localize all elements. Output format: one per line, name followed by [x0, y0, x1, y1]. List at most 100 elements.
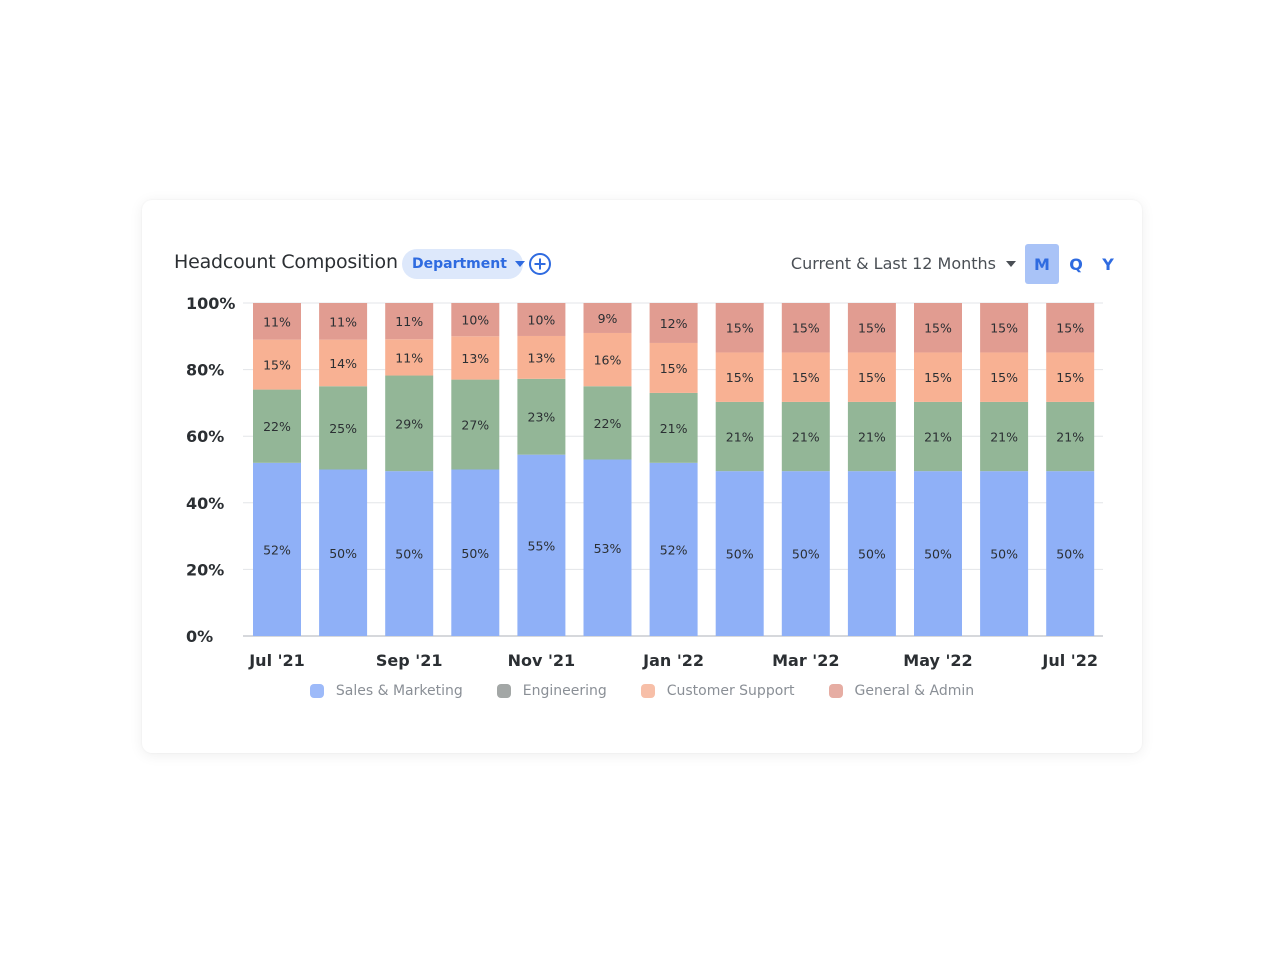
legend-label: Engineering [522, 683, 607, 699]
bar-segment [451, 336, 500, 380]
data-label: 15% [924, 370, 952, 385]
add-circle-icon[interactable] [528, 252, 552, 276]
legend-item[interactable]: Customer Support [640, 683, 795, 699]
data-label: 23% [528, 410, 556, 425]
bar-segment [583, 332, 632, 387]
legend-item[interactable]: Engineering [496, 683, 607, 699]
data-label: 16% [594, 353, 622, 368]
bar-segment [385, 375, 434, 472]
data-label: 10% [528, 312, 556, 327]
x-tick-label: May '22 [903, 651, 972, 670]
bar-segment [319, 339, 368, 387]
x-tick-label: Jul '21 [248, 651, 305, 670]
data-label: 10% [461, 313, 489, 328]
bar-segment [517, 378, 566, 455]
bar-segment [451, 303, 500, 337]
bar-segment [517, 303, 566, 336]
bar-segment [583, 303, 632, 333]
data-label: 50% [461, 546, 489, 561]
headcount-card: Headcount Composition Department Current… [142, 200, 1142, 753]
bar-segment [319, 386, 368, 470]
bar-segment [517, 454, 566, 636]
data-label: 15% [660, 361, 688, 376]
data-label: 15% [990, 370, 1018, 385]
data-label: 15% [1056, 370, 1084, 385]
chart-legend: Sales & Marketing Engineering Customer Sup… [142, 683, 1142, 699]
bar-segment [781, 303, 830, 353]
data-label: 13% [528, 350, 556, 365]
data-label: 22% [594, 416, 622, 431]
bar-segment [583, 459, 632, 636]
bar-segment [517, 335, 566, 379]
data-label: 15% [792, 370, 820, 385]
data-label: 21% [792, 430, 820, 445]
legend-swatch [828, 684, 843, 698]
data-label: 25% [329, 421, 357, 436]
bar-segment [649, 303, 698, 343]
data-label: 11% [395, 350, 423, 365]
period-month-button[interactable]: M [1025, 244, 1059, 284]
bar-segment [914, 352, 962, 402]
chart-title: Headcount Composition [174, 251, 398, 273]
bar-segment [715, 401, 764, 472]
x-tick-label: Sep '21 [376, 651, 443, 670]
bar-segment [847, 401, 896, 472]
y-tick-label: 40% [186, 494, 224, 513]
y-tick-label: 0% [186, 627, 213, 646]
y-tick-label: 20% [186, 560, 224, 579]
bar-segment [451, 469, 500, 636]
bar-segment [980, 401, 1029, 472]
data-label: 12% [660, 316, 688, 331]
bar-segment [847, 352, 896, 402]
data-label: 14% [329, 356, 357, 371]
data-label: 52% [660, 542, 688, 557]
data-label: 15% [263, 358, 291, 373]
data-label: 21% [858, 430, 886, 445]
data-label: 15% [726, 321, 754, 336]
data-label: 50% [990, 547, 1018, 562]
bar-segment [781, 352, 830, 402]
bar-segment [715, 352, 764, 402]
x-tick-label: Nov '21 [508, 651, 576, 670]
data-label: 15% [1056, 321, 1084, 336]
legend-item[interactable]: Sales & Marketing [309, 683, 463, 699]
period-year-button[interactable]: Y [1102, 254, 1114, 274]
data-label: 15% [858, 370, 886, 385]
legend-label: General & Admin [854, 683, 975, 699]
data-label: 15% [990, 321, 1018, 336]
bar-segment [649, 462, 698, 636]
bar-segment [914, 401, 962, 472]
data-label: 50% [858, 547, 886, 562]
data-label: 15% [726, 370, 754, 385]
data-label: 27% [461, 418, 489, 433]
date-range-dropdown[interactable]: Current & Last 12 Months [791, 254, 1016, 273]
legend-swatch [309, 684, 324, 698]
bar-segment [649, 392, 698, 463]
legend-item[interactable]: General & Admin [828, 683, 975, 699]
bar-segment [914, 303, 962, 353]
bar-segment [253, 389, 301, 463]
bar-segment [980, 352, 1029, 402]
data-label: 50% [924, 547, 952, 562]
bar-segment [715, 471, 764, 636]
bar-segment [451, 379, 500, 470]
bar-segment [781, 471, 830, 636]
bar-segment [1046, 303, 1095, 353]
legend-label: Customer Support [666, 683, 795, 699]
y-tick-label: 100% [186, 294, 235, 313]
period-quarter-button[interactable]: Q [1069, 254, 1083, 274]
group-by-dropdown[interactable]: Department [402, 249, 525, 279]
legend-swatch [640, 684, 655, 698]
data-label: 15% [792, 321, 820, 336]
data-label: 29% [395, 416, 423, 431]
bar-segment [253, 303, 301, 340]
data-label: 55% [528, 538, 556, 553]
data-label: 50% [395, 547, 423, 562]
data-label: 11% [395, 314, 423, 329]
data-label: 22% [263, 419, 291, 434]
bar-segment [1046, 352, 1095, 402]
group-by-label: Department [412, 256, 507, 272]
y-tick-label: 60% [186, 427, 224, 446]
legend-label: Sales & Marketing [335, 683, 463, 699]
data-label: 50% [726, 547, 754, 562]
